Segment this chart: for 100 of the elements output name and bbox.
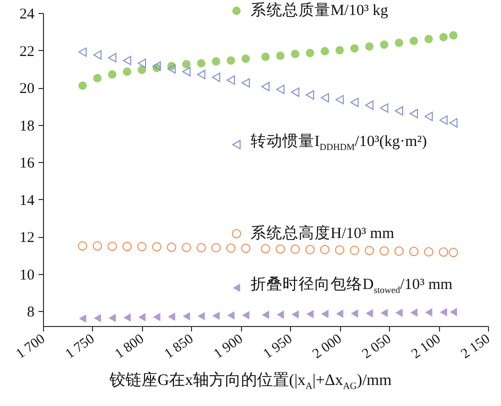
point: [152, 242, 162, 252]
point: [439, 115, 448, 125]
point: [152, 61, 161, 71]
x-tick-label: 2 100: [409, 332, 444, 362]
point: [138, 58, 146, 68]
point: [196, 243, 206, 252]
y-tick-label: 16: [20, 156, 35, 172]
x-tick-label: 2 150: [458, 332, 494, 362]
point: [168, 312, 176, 321]
point: [78, 314, 86, 323]
point: [379, 246, 389, 256]
point: [197, 70, 206, 80]
y-tick-label: 22: [20, 44, 34, 60]
point: [261, 82, 270, 92]
point: [226, 243, 236, 253]
y-tick-label: 12: [20, 230, 34, 246]
point: [226, 75, 236, 85]
point: [93, 74, 102, 82]
point: [122, 242, 132, 252]
point: [241, 244, 250, 253]
point: [122, 56, 132, 66]
point: [320, 93, 329, 102]
point: [410, 36, 418, 46]
legend-label: 系统总质量M/10³ kg: [250, 2, 388, 20]
point: [276, 244, 286, 254]
point: [290, 50, 300, 58]
point: [94, 314, 102, 322]
point: [122, 68, 132, 76]
point: [108, 53, 116, 62]
point: [212, 72, 220, 82]
point: [380, 103, 388, 113]
point: [182, 312, 190, 320]
point: [366, 309, 373, 318]
point: [380, 40, 388, 49]
point: [335, 46, 344, 54]
point: [108, 70, 116, 79]
point: [242, 78, 250, 88]
point: [306, 310, 314, 318]
x-tick-label: 1 950: [260, 332, 296, 362]
point: [424, 34, 433, 44]
point: [212, 57, 220, 66]
point: [449, 118, 458, 128]
point: [350, 44, 359, 53]
point: [166, 242, 176, 252]
point: [350, 98, 359, 108]
point: [305, 244, 315, 254]
y-tick-label: 24: [20, 6, 35, 22]
point: [350, 309, 358, 318]
point: [198, 312, 205, 320]
point: [92, 241, 102, 251]
point: [276, 310, 284, 319]
point: [439, 33, 448, 42]
y-tick-label: 14: [20, 192, 35, 209]
point: [448, 248, 458, 258]
y-tick-label: 8: [27, 304, 34, 321]
point: [320, 244, 330, 254]
point: [438, 247, 448, 257]
point: [410, 108, 418, 118]
x-axis-title: 铰链座G在x轴方向的位置(|x$_{A}$|+Δx$_{AG}$)/mm: [108, 370, 393, 392]
point: [336, 310, 344, 318]
point: [78, 241, 88, 251]
point: [334, 245, 344, 255]
point: [440, 308, 448, 316]
point: [409, 246, 419, 256]
point: [78, 47, 87, 57]
point: [380, 308, 388, 318]
point: [395, 308, 403, 317]
y-tick-label: 10: [20, 267, 34, 284]
point: [350, 246, 360, 256]
point: [123, 313, 131, 322]
y-tick-label: 20: [20, 81, 34, 98]
point: [138, 66, 146, 74]
point: [320, 47, 330, 56]
x-tick-label: 2 050: [360, 332, 394, 362]
legend-label: 系统总高度H/10³ mm: [250, 224, 394, 243]
point: [424, 112, 433, 122]
point: [108, 314, 116, 322]
point: [226, 56, 236, 65]
x-tick-label: 1 850: [162, 332, 196, 362]
point: [276, 52, 285, 60]
point: [424, 247, 434, 257]
point: [182, 242, 192, 252]
point: [394, 246, 404, 256]
point: [262, 310, 270, 320]
point: [292, 310, 299, 319]
point: [212, 312, 220, 320]
point: [306, 90, 314, 100]
point: [153, 312, 160, 322]
point: [365, 100, 374, 110]
point: [197, 59, 206, 68]
x-tick-label: 1 900: [211, 332, 246, 362]
point: [242, 311, 250, 320]
point: [394, 106, 404, 116]
point: [242, 54, 250, 63]
point: [306, 48, 314, 58]
point: [227, 311, 235, 320]
point: [290, 244, 300, 254]
point: [449, 31, 458, 40]
legend-label: 转动惯量I$_{DDHDM}$/10³(kg·m²): [250, 132, 427, 155]
x-tick-label: 1 800: [112, 332, 147, 362]
